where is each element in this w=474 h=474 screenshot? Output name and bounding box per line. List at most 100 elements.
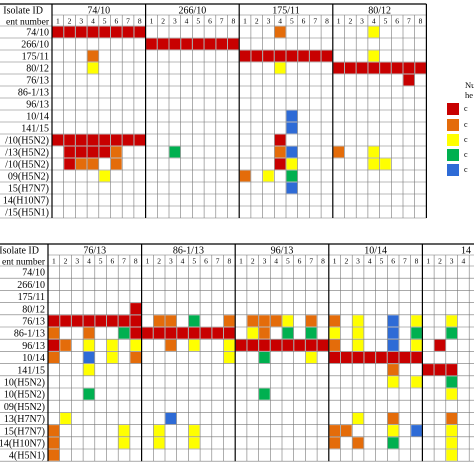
heatmap-cell-1-79	[411, 351, 422, 364]
heatmap-cell-0-51	[75, 146, 87, 158]
heatmap-cell-1-113	[48, 449, 60, 461]
column-number-1-28: 5	[380, 257, 384, 266]
heatmap-cell-1-4	[83, 315, 95, 327]
heatmap-cell-1-103	[411, 425, 422, 437]
column-number-1-5: 6	[110, 257, 114, 266]
heatmap-cell-1-52	[235, 339, 247, 351]
heatmap-cell-1-29	[165, 327, 177, 339]
heatmap-cell-1-48	[130, 339, 142, 351]
heatmap-cell-0-12	[181, 38, 192, 50]
heatmap-cell-0-60	[64, 158, 75, 170]
heatmap-cell-0-5	[111, 26, 122, 38]
column-number-0-31: 8	[419, 17, 423, 26]
heatmap-cell-0-17	[239, 50, 251, 62]
heatmap-cell-1-83	[434, 364, 446, 376]
heatmap-cell-0-70	[263, 170, 274, 182]
column-number-0-29: 6	[395, 17, 399, 26]
row-label-0-15: /15(H5N1)	[5, 208, 49, 219]
column-number-0-21: 6	[302, 17, 306, 26]
legend-title-line-1: Nu	[465, 80, 474, 90]
heatmap-cell-1-114	[446, 449, 457, 461]
column-number-0-6: 7	[126, 17, 130, 26]
column-number-0-28: 5	[384, 17, 388, 26]
column-number-1-20: 5	[286, 257, 290, 266]
heatmap-cell-1-69	[224, 351, 235, 364]
heatmap-cell-1-91	[60, 412, 71, 425]
heatmap-cell-1-28	[153, 327, 165, 339]
row-label-1-12: 13(H7N7)	[4, 414, 45, 425]
column-number-0-9: 2	[161, 17, 165, 26]
column-number-1-23: 8	[321, 257, 325, 266]
heatmap-cell-1-30	[177, 327, 188, 339]
heatmap-cell-1-97	[118, 425, 130, 437]
column-number-1-4: 5	[99, 257, 103, 266]
heatmap-cell-1-9	[153, 315, 165, 327]
column-number-1-22: 7	[309, 257, 313, 266]
heatmap-cell-0-56	[274, 146, 286, 158]
heatmap-cell-0-3	[87, 26, 99, 38]
column-number-1-25: 2	[344, 257, 348, 266]
heatmap-cell-1-24	[83, 327, 95, 339]
heatmap-cell-1-90	[446, 388, 457, 400]
column-number-0-3: 4	[91, 17, 95, 26]
heatmap-cell-0-52	[87, 146, 99, 158]
heatmap-cell-1-92	[165, 412, 177, 425]
heatmap-cell-1-0	[130, 303, 142, 315]
heatmap-cell-0-55	[169, 146, 181, 158]
column-number-0-16: 1	[243, 17, 247, 26]
column-number-1-24: 1	[333, 257, 337, 266]
heatmap-cell-0-27	[368, 50, 380, 62]
heatmap-cell-1-43	[446, 327, 457, 339]
header-label-ent-1: ent number	[2, 258, 46, 268]
legend-label-red: c	[464, 104, 468, 113]
heatmap-cell-0-48	[134, 134, 146, 146]
column-number-0-5: 6	[114, 17, 118, 26]
heatmap-cell-0-24	[321, 50, 333, 62]
heatmap-cell-0-34	[380, 62, 391, 74]
group-label-0-3: 80/12	[368, 6, 391, 17]
heatmap-cell-0-72	[286, 182, 298, 194]
heatmap-cell-0-2	[75, 26, 87, 38]
heatmap-cell-0-58	[333, 146, 344, 158]
heatmap-cell-1-108	[188, 437, 200, 449]
legend-swatch-red	[447, 103, 459, 115]
row-label-0-1: 266/10	[21, 40, 49, 51]
heatmap-cell-0-18	[251, 50, 263, 62]
heatmap-cell-0-22	[298, 50, 309, 62]
heatmap-cell-1-1	[48, 315, 60, 327]
heatmap-cell-1-45	[60, 339, 71, 351]
heatmap-cell-1-3	[71, 315, 83, 327]
legend-swatch-orange	[447, 119, 459, 131]
heatmap-cell-0-42	[64, 134, 75, 146]
heatmap-cell-1-40	[352, 327, 364, 339]
column-number-1-13: 6	[204, 257, 208, 266]
row-label-1-10: 10(H5N2)	[4, 390, 45, 401]
legend-label-blue: c	[464, 165, 468, 174]
column-number-0-25: 2	[348, 17, 352, 26]
heatmap-cell-0-39	[286, 110, 298, 122]
heatmap-cell-1-11	[188, 315, 200, 327]
heatmap-cell-1-33	[212, 327, 223, 339]
column-number-0-19: 4	[278, 17, 282, 26]
heatmap-cell-0-8	[368, 26, 380, 38]
heatmap-cell-1-82	[422, 364, 434, 376]
heatmap-cell-1-35	[247, 327, 259, 339]
group-label-1-3: 10/14	[364, 246, 387, 257]
group-label-1-4: 14	[461, 246, 471, 257]
heatmap-cell-0-9	[146, 38, 157, 50]
heatmap-cell-1-31	[188, 327, 200, 339]
heatmap-cell-1-65	[48, 351, 60, 364]
heatmap-cell-1-8	[130, 315, 142, 327]
column-number-0-0: 1	[56, 17, 60, 26]
heatmap-cell-0-41	[52, 134, 64, 146]
column-number-0-30: 7	[407, 17, 411, 26]
heatmap-cell-0-23	[309, 50, 321, 62]
heatmap-cell-1-20	[387, 315, 399, 327]
column-number-1-19: 4	[274, 257, 278, 266]
heatmap-cell-1-66	[83, 351, 95, 364]
heatmap-cell-1-67	[107, 351, 118, 364]
heatmap-cell-1-111	[387, 437, 399, 449]
column-number-1-1: 2	[64, 257, 68, 266]
heatmap-cell-1-64	[434, 339, 446, 351]
column-number-0-18: 3	[267, 17, 271, 26]
